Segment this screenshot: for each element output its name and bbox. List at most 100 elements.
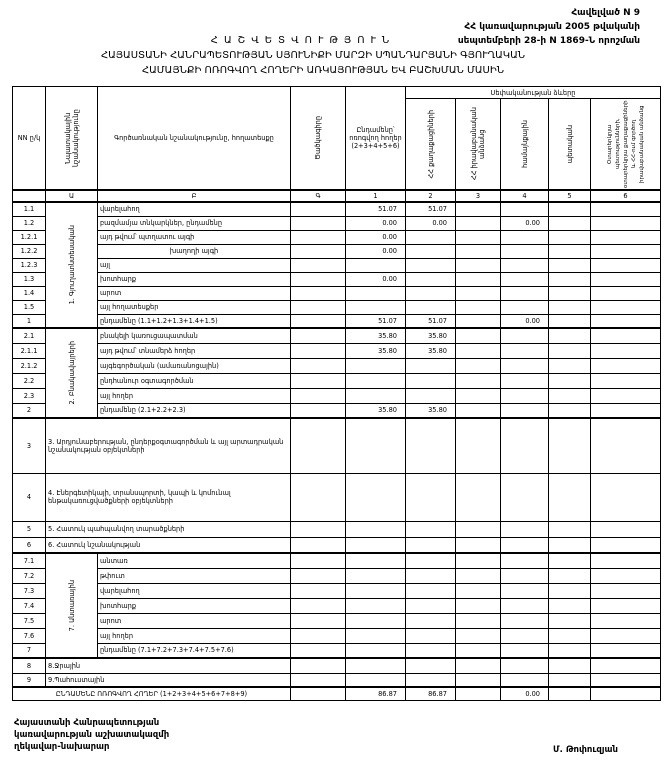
value-cell — [290, 243, 346, 259]
value-cell — [290, 387, 346, 404]
value-cell — [290, 299, 346, 315]
value-cell — [405, 567, 456, 584]
value-cell — [290, 657, 346, 674]
value-cell — [589, 313, 662, 329]
table-row: 7.2 թփուտ — [12, 567, 662, 584]
value-cell — [455, 313, 501, 329]
value-cell — [548, 472, 591, 522]
row-number: 1.3 — [12, 271, 46, 287]
value-cell — [548, 357, 591, 374]
value-cell — [290, 372, 346, 389]
header-total: Ընդամենը՝ ոռոգվող հողեր (2+3+4+5+6) — [345, 86, 406, 191]
value-cell: 51.07 — [405, 313, 456, 329]
row-number: 1.2.2 — [12, 243, 46, 259]
table-row: 1.1 1. Գյուղատնտեսական վարելահող 51.07 51.07 — [12, 201, 662, 329]
column-letter: 2 — [405, 189, 456, 203]
table-row: 1.3 խոտհարք 0.00 — [12, 271, 662, 287]
value-cell — [455, 627, 501, 644]
value-cell — [405, 520, 456, 538]
value-cell — [290, 536, 346, 554]
value-cell — [405, 357, 456, 374]
value-cell — [548, 612, 591, 629]
row-number: 1.2.1 — [12, 229, 46, 245]
appendix-decree: ՀՀ կառավարության 2005 թվականի — [464, 22, 640, 32]
column-letter-blank — [12, 189, 46, 203]
value-cell — [589, 271, 662, 287]
value-cell — [455, 357, 501, 374]
row-label: ընդամենը (7.1+7.2+7.3+7.4+7.5+7.6) — [97, 642, 291, 659]
row-label: այլ հողատեսքեր — [97, 299, 291, 315]
header-citizens: ՀՀ քաղաքացիների — [405, 98, 456, 191]
value-cell — [589, 657, 662, 674]
appendix-number: Հավելված N 9 — [571, 8, 640, 18]
row-number: 7.2 — [12, 567, 46, 584]
value-cell — [548, 520, 591, 538]
value-cell: 35.80 — [405, 327, 456, 344]
header-ownership: Սեփականության ձևերը — [404, 86, 662, 99]
value-cell: 0.00 — [345, 243, 406, 259]
value-cell — [290, 417, 346, 474]
value-cell — [345, 472, 406, 522]
value-cell — [548, 243, 591, 259]
signatory-name: Մ. Թոփուզյան — [553, 745, 618, 755]
value-cell — [589, 612, 662, 629]
row-number: 3 — [12, 417, 46, 474]
row-label: 3. Արդյունաբերության, ընդերքօգտագործման … — [45, 417, 291, 474]
row-label: վարելահող — [97, 582, 291, 599]
value-cell — [548, 642, 591, 659]
total-value: 0.00 — [500, 686, 549, 701]
value-cell — [405, 657, 456, 674]
value-cell — [455, 417, 501, 474]
value-cell — [455, 520, 501, 538]
column-letter: 4 — [500, 189, 549, 203]
total-value — [548, 686, 591, 701]
value-cell: 0.00 — [405, 215, 456, 231]
value-cell — [548, 597, 591, 614]
value-cell — [589, 357, 662, 374]
value-cell — [548, 257, 591, 273]
category-cat1: 1. Գյուղատնտեսական — [45, 201, 98, 329]
value-cell — [405, 612, 456, 629]
value-cell: 51.07 — [345, 201, 406, 217]
column-letter: Ա — [45, 189, 98, 203]
table-row: 2.2 ընդհանուր օգտագործման — [12, 372, 662, 389]
value-cell — [548, 285, 591, 301]
value-cell — [500, 536, 549, 554]
value-cell — [455, 536, 501, 554]
value-cell — [405, 243, 456, 259]
row-number: 1.4 — [12, 285, 46, 301]
header-purpose: Նպատակային նշանակությունը — [45, 86, 98, 191]
value-cell — [548, 229, 591, 245]
value-cell — [500, 285, 549, 301]
appendix-date: սեպտեմբերի 28-ի N 1869-Ն որոշման — [457, 36, 640, 46]
appendix-note: Հավելված N 9 ՀՀ կառավարության 2005 թվակա… — [458, 6, 640, 48]
value-cell — [290, 201, 346, 217]
value-cell — [455, 657, 501, 674]
category-cat7: 7. Անտառային — [45, 552, 98, 659]
value-cell — [589, 215, 662, 231]
value-cell — [589, 201, 662, 217]
value-cell — [290, 313, 346, 329]
value-cell — [345, 257, 406, 273]
value-cell — [290, 612, 346, 629]
value-cell: 51.07 — [345, 313, 406, 329]
value-cell — [500, 612, 549, 629]
value-cell — [589, 229, 662, 245]
value-cell — [345, 357, 406, 374]
table-row: 1.2.1 այդ թվում՝ պտղատու այգի 0.00 — [12, 229, 662, 245]
header-nn: NN ը/կ — [12, 86, 46, 191]
row-number: 4 — [12, 472, 46, 522]
table-row: 2.1.2 այգեգործական (ամառանոցային) — [12, 357, 662, 374]
value-cell — [405, 229, 456, 245]
value-cell: 0.00 — [345, 229, 406, 245]
value-cell — [290, 215, 346, 231]
row-label: խոտհարք — [97, 597, 291, 614]
row-label: արոտ — [97, 285, 291, 301]
value-cell — [290, 642, 346, 659]
value-cell — [500, 387, 549, 404]
table-row: 1 ընդամենը (1.1+1.2+1.3+1.4+1.5) 51.07 51.0… — [12, 313, 662, 329]
table-row: 9 9.Պահուստային — [12, 672, 662, 688]
value-cell — [290, 327, 346, 344]
row-label: ընդամենը (1.1+1.2+1.3+1.4+1.5) — [97, 313, 291, 329]
value-cell — [500, 627, 549, 644]
